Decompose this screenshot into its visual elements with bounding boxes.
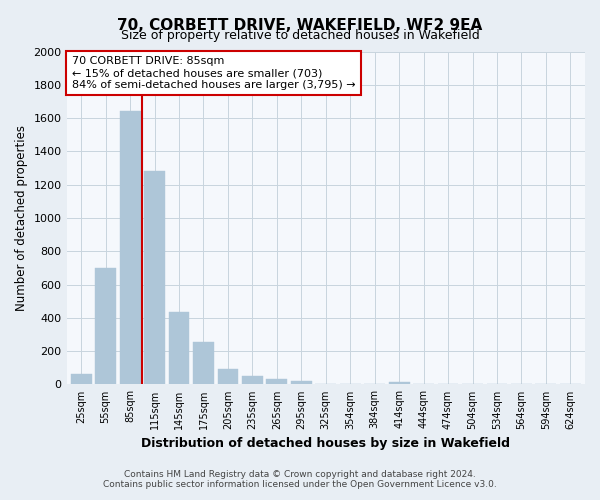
Bar bbox=[266, 380, 287, 384]
Text: Contains HM Land Registry data © Crown copyright and database right 2024.
Contai: Contains HM Land Registry data © Crown c… bbox=[103, 470, 497, 489]
Bar bbox=[120, 112, 140, 384]
Bar bbox=[291, 381, 312, 384]
Bar bbox=[144, 172, 165, 384]
Bar bbox=[193, 342, 214, 384]
Bar bbox=[169, 312, 190, 384]
Text: 70, CORBETT DRIVE, WAKEFIELD, WF2 9EA: 70, CORBETT DRIVE, WAKEFIELD, WF2 9EA bbox=[118, 18, 482, 32]
X-axis label: Distribution of detached houses by size in Wakefield: Distribution of detached houses by size … bbox=[141, 437, 510, 450]
Text: 70 CORBETT DRIVE: 85sqm
← 15% of detached houses are smaller (703)
84% of semi-d: 70 CORBETT DRIVE: 85sqm ← 15% of detache… bbox=[72, 56, 355, 90]
Y-axis label: Number of detached properties: Number of detached properties bbox=[15, 125, 28, 311]
Bar bbox=[71, 374, 92, 384]
Bar bbox=[95, 268, 116, 384]
Bar bbox=[218, 370, 238, 384]
Bar bbox=[389, 382, 410, 384]
Text: Size of property relative to detached houses in Wakefield: Size of property relative to detached ho… bbox=[121, 29, 479, 42]
Bar bbox=[242, 376, 263, 384]
